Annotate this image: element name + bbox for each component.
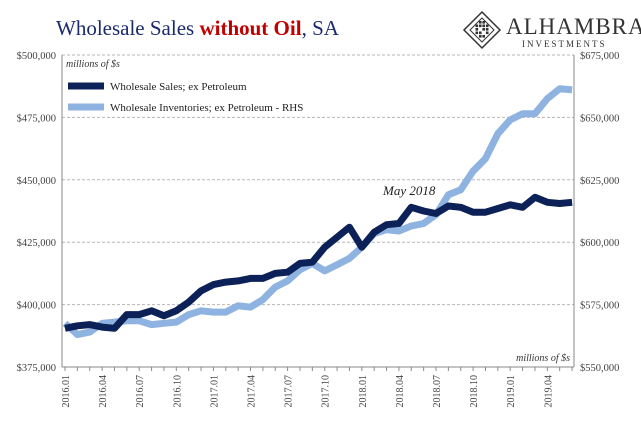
legend-label: Wholesale Sales; ex Petroleum bbox=[110, 81, 247, 93]
x-tick-label: 2017.07 bbox=[284, 375, 295, 408]
x-tick-label: 2016.04 bbox=[98, 375, 109, 408]
inventories-series-line bbox=[62, 85, 573, 339]
logo-name: ALHAMBRA bbox=[506, 14, 641, 39]
y-right-tick-label: $600,000 bbox=[580, 238, 619, 249]
logo-subtitle: INVESTMENTS bbox=[522, 39, 607, 49]
legend-label: Wholesale Inventories; ex Petroleum - RH… bbox=[110, 102, 303, 114]
sales-series-line bbox=[64, 193, 573, 332]
title-part-1: Wholesale Sales bbox=[56, 16, 200, 40]
y-right-tick-label: $575,000 bbox=[580, 301, 619, 312]
brand-logo: ALHAMBRA INVESTMENTS bbox=[462, 10, 641, 50]
y-left-tick-label: $375,000 bbox=[17, 363, 56, 374]
annotation-label: May 2018 bbox=[382, 183, 436, 198]
x-tick-label: 2017.04 bbox=[247, 375, 258, 408]
y-right-tick-label: $650,000 bbox=[580, 113, 619, 124]
y-right-tick-label: $675,000 bbox=[580, 51, 619, 62]
unit-label-bottom-right: millions of $s bbox=[516, 353, 570, 364]
y-left-tick-label: $400,000 bbox=[17, 301, 56, 312]
title-accent: without Oil bbox=[199, 16, 302, 40]
diamond-logo-icon bbox=[462, 10, 502, 50]
x-tick-label: 2018.01 bbox=[358, 375, 369, 408]
x-tick-label: 2019.04 bbox=[543, 375, 554, 408]
x-tick-label: 2018.07 bbox=[432, 375, 443, 408]
x-tick-label: 2018.10 bbox=[469, 375, 480, 408]
y-right-tick-label: $550,000 bbox=[580, 363, 619, 374]
x-tick-label: 2018.04 bbox=[395, 375, 406, 408]
x-tick-label: 2017.01 bbox=[209, 375, 220, 408]
labels-layer: $375,000 $550,000 $400,000 $575,000 $425,000… bbox=[17, 51, 620, 408]
y-right-tick-label: $625,000 bbox=[580, 176, 619, 187]
grid-layer bbox=[62, 54, 574, 306]
y-left-tick-label: $425,000 bbox=[17, 238, 56, 249]
x-tick-label: 2016.10 bbox=[172, 375, 183, 408]
x-tick-label: 2019.01 bbox=[506, 375, 517, 408]
series-layer bbox=[62, 85, 573, 339]
x-tick-label: 2016.01 bbox=[61, 375, 72, 408]
title-part-2: , SA bbox=[301, 16, 339, 40]
y-left-tick-label: $475,000 bbox=[17, 113, 56, 124]
axes-layer bbox=[61, 55, 575, 371]
y-left-tick-label: $450,000 bbox=[17, 176, 56, 187]
x-tick-label: 2017.10 bbox=[321, 375, 332, 408]
unit-label-top-left: millions of $s bbox=[66, 59, 120, 70]
x-tick-label: 2016.07 bbox=[135, 375, 146, 408]
chart-title: Wholesale Sales without Oil, SA bbox=[56, 16, 339, 41]
y-left-tick-label: $500,000 bbox=[17, 51, 56, 62]
